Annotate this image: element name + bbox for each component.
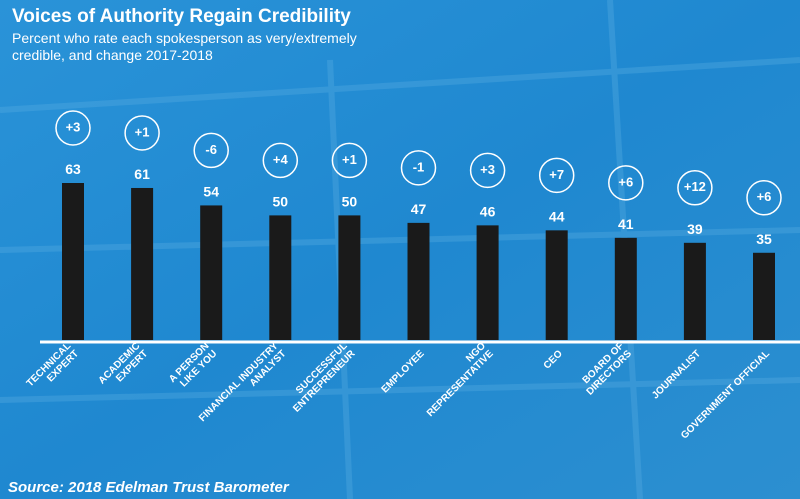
bar — [683, 242, 706, 340]
change-circle — [262, 142, 299, 179]
bar — [476, 225, 499, 340]
change-circle — [746, 180, 782, 216]
change-circle — [400, 150, 437, 186]
change-label: +4 — [273, 152, 289, 167]
bar — [200, 205, 223, 340]
change-label: -1 — [413, 159, 425, 174]
change-circle — [193, 132, 229, 169]
value-label: 63 — [65, 161, 81, 177]
change-label: +7 — [549, 167, 564, 182]
change-circle — [331, 142, 368, 179]
bar — [338, 215, 361, 340]
value-label: 44 — [549, 208, 565, 224]
bar — [614, 237, 637, 340]
value-label: 50 — [273, 193, 289, 209]
change-circle — [538, 157, 575, 194]
change-label: +3 — [66, 119, 81, 134]
change-label: +1 — [135, 124, 150, 139]
value-label: 39 — [687, 221, 703, 237]
source: Source: 2018 Edelman Trust Barometer — [8, 479, 290, 496]
value-label: 46 — [480, 203, 496, 219]
bar — [269, 215, 292, 340]
change-label: +1 — [342, 152, 357, 167]
value-label: 61 — [134, 166, 150, 182]
change-circle — [124, 115, 160, 151]
value-label: 47 — [411, 201, 427, 217]
value-label: 41 — [618, 216, 634, 232]
change-circle — [55, 110, 91, 146]
change-label: +12 — [684, 179, 706, 194]
change-label: -6 — [205, 142, 217, 157]
subtitle: credible, and change 2017-2018 — [12, 47, 213, 63]
subtitle: Percent who rate each spokesperson as ve… — [12, 30, 357, 46]
change-circle — [677, 170, 713, 206]
change-label: +3 — [480, 162, 495, 177]
bar — [131, 187, 154, 340]
value-label: 35 — [756, 231, 772, 247]
bar — [545, 230, 568, 340]
bar — [62, 183, 84, 340]
value-label: 54 — [203, 183, 219, 199]
value-label: 50 — [342, 193, 358, 209]
chart-title: Voices of Authority Regain Credibility — [12, 6, 351, 27]
bar — [407, 222, 430, 340]
bar — [753, 252, 775, 340]
change-label: +6 — [618, 174, 633, 189]
change-circle — [469, 152, 506, 189]
change-label: +6 — [757, 189, 772, 204]
change-circle — [608, 165, 644, 201]
